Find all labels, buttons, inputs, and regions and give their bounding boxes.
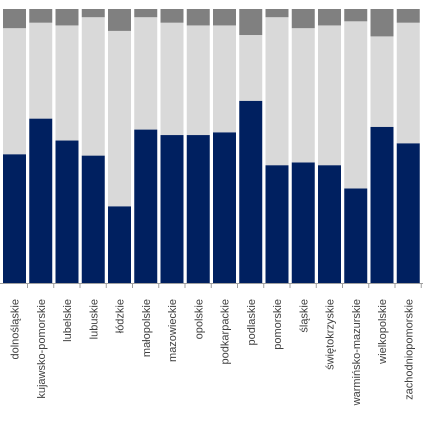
bar-segment-2-14 bbox=[344, 21, 368, 189]
x-tick-label: mazowieckie bbox=[167, 299, 179, 362]
bar-segment-2-8 bbox=[186, 25, 210, 136]
x-tick-labels-group: dolnośląskie kujawsko-pomorskie lubelskie l… bbox=[10, 299, 416, 406]
bar-segment-2-6 bbox=[134, 17, 158, 130]
bar-segment-3-7 bbox=[160, 9, 184, 23]
x-tick-label: zachodniopomorskie bbox=[403, 299, 415, 400]
x-ticks-group bbox=[27, 283, 422, 288]
x-tick-label: dolnośląskie bbox=[10, 299, 22, 360]
x-tick-label: lubelskie bbox=[62, 299, 74, 342]
bar-segment-2-11 bbox=[265, 17, 289, 166]
bar-segment-1-9 bbox=[213, 132, 236, 283]
bar-segment-3-4 bbox=[81, 9, 105, 18]
bar-segment-3-11 bbox=[265, 9, 289, 18]
bar-segment-1-14 bbox=[344, 188, 368, 283]
bar-segment-3-12 bbox=[291, 9, 315, 29]
bar-segment-3-2 bbox=[29, 9, 53, 23]
x-tick-label: lubuskie bbox=[88, 299, 100, 339]
bar-segment-3-10 bbox=[239, 9, 263, 36]
bar-segment-1-2 bbox=[29, 118, 53, 283]
bar-segment-3-14 bbox=[344, 9, 368, 22]
bar-segment-1-1 bbox=[3, 154, 26, 283]
bar-segment-1-13 bbox=[318, 165, 341, 283]
x-tick-label: kujawsko-pomorskie bbox=[36, 299, 48, 399]
bar-segment-3-9 bbox=[213, 9, 236, 26]
bar-segment-3-8 bbox=[186, 9, 210, 26]
x-tick-label: opolskie bbox=[193, 299, 205, 339]
bar-segment-2-15 bbox=[370, 36, 394, 127]
x-tick-label: wielkopolskie bbox=[377, 299, 389, 365]
x-tick-label: świętokrzyskie bbox=[325, 299, 337, 370]
bar-segment-1-3 bbox=[55, 140, 79, 283]
bar-segment-1-11 bbox=[265, 165, 289, 283]
bar-segment-3-16 bbox=[396, 9, 420, 23]
bar-segment-2-10 bbox=[239, 35, 263, 101]
bar-segment-2-5 bbox=[108, 30, 131, 207]
x-tick-label: podkarpackie bbox=[220, 299, 232, 364]
bar-segment-2-13 bbox=[318, 25, 341, 166]
bar-segment-2-1 bbox=[3, 28, 26, 155]
bar-segment-1-15 bbox=[370, 126, 394, 283]
x-tick-label: śląskie bbox=[298, 299, 310, 333]
bars-group bbox=[3, 9, 420, 283]
bar-segment-3-6 bbox=[134, 9, 158, 18]
bar-segment-2-12 bbox=[291, 28, 315, 163]
x-tick-label: łódzkie bbox=[115, 299, 127, 333]
bar-segment-2-3 bbox=[55, 25, 79, 141]
bar-segment-2-7 bbox=[160, 22, 184, 136]
bar-segment-1-4 bbox=[81, 155, 105, 283]
bar-segment-3-1 bbox=[3, 9, 26, 29]
bar-segment-2-2 bbox=[29, 22, 53, 119]
bar-segment-2-16 bbox=[396, 22, 420, 144]
bar-segment-1-16 bbox=[396, 143, 420, 283]
bar-segment-1-12 bbox=[291, 162, 315, 283]
bar-segment-3-5 bbox=[108, 9, 131, 31]
x-tick-label: podlaskie bbox=[246, 299, 258, 345]
bar-segment-3-15 bbox=[370, 9, 394, 37]
bar-segment-1-7 bbox=[160, 135, 184, 283]
x-tick-label: warmińsko-mazurskie bbox=[351, 299, 363, 406]
bar-segment-2-4 bbox=[81, 17, 105, 156]
bar-segment-1-8 bbox=[186, 135, 210, 283]
bar-segment-1-6 bbox=[134, 129, 158, 283]
bar-segment-2-9 bbox=[213, 25, 236, 133]
x-tick-label: pomorskie bbox=[272, 299, 284, 350]
bar-segment-3-3 bbox=[55, 9, 79, 26]
x-tick-label: małopolskie bbox=[141, 299, 153, 357]
bar-segment-1-10 bbox=[239, 100, 263, 283]
bar-segment-3-13 bbox=[318, 9, 341, 26]
bar-segment-1-5 bbox=[108, 206, 131, 283]
